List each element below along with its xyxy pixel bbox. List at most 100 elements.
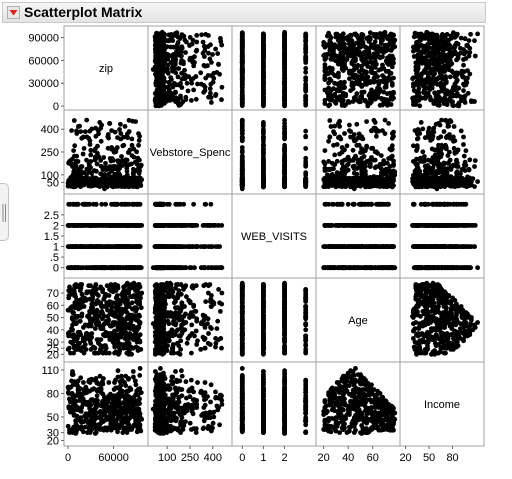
data-point [334,158,340,164]
data-point [389,135,395,141]
data-point [112,172,117,178]
data-point [388,156,394,162]
data-point [430,78,436,84]
data-point [239,181,245,187]
data-point [203,75,209,81]
data-point [322,44,328,50]
data-point [239,50,245,56]
data-point [411,172,416,178]
data-point [129,161,134,167]
data-point [130,265,136,271]
data-point [154,65,160,71]
data-point [98,223,104,228]
data-point [439,117,444,123]
data-point [303,163,309,169]
data-point [239,186,245,192]
data-point [282,70,287,76]
data-point [113,223,118,228]
data-point [322,76,328,82]
data-point [176,96,181,102]
data-point [326,71,331,76]
data-point [116,170,122,176]
red-triangle-menu-icon[interactable] [7,6,20,19]
data-point [425,184,430,190]
data-point [303,128,309,134]
data-point [79,135,85,141]
data-point [449,61,455,66]
data-point [118,265,124,271]
data-point [382,84,388,90]
side-panel-handle[interactable] [0,183,9,241]
data-point [75,201,80,207]
data-point [209,100,214,105]
data-point [303,146,309,151]
data-point [261,131,266,137]
data-point [359,155,365,161]
points-zip-vs-Age [321,29,398,109]
data-point [450,99,455,105]
data-point [201,63,207,68]
data-point [78,164,84,169]
data-point [282,88,287,94]
data-point [431,175,437,181]
data-point [376,85,382,91]
data-point [429,131,435,137]
data-point [84,265,90,271]
data-point [350,74,356,80]
data-point [363,56,368,61]
data-point [343,45,349,51]
data-point [303,94,309,99]
data-point [461,153,467,159]
data-point [261,164,266,169]
data-point [282,121,287,126]
data-point [388,182,394,187]
data-point [282,59,287,65]
data-point [358,53,363,58]
data-point [387,164,393,169]
data-point [129,142,135,148]
data-point [282,171,287,177]
data-point [431,48,437,54]
data-point [95,143,100,149]
data-point [206,50,211,56]
data-point [206,223,211,228]
data-point [462,100,468,105]
data-point [282,180,287,186]
data-point [174,33,179,38]
data-point [465,175,470,181]
data-point [367,161,373,167]
data-point [355,98,361,104]
data-point [137,180,143,186]
data-point [347,122,352,128]
data-point [420,149,426,155]
data-point [122,124,128,129]
data-point [173,53,178,59]
data-point [358,44,363,50]
data-point [342,147,347,153]
data-point [77,244,82,250]
data-point [444,172,450,178]
data-point [363,163,368,169]
data-point [282,49,287,55]
data-point [103,223,109,228]
data-point [441,129,447,134]
data-point [124,177,130,183]
data-point [178,101,184,106]
data-point [321,40,327,45]
data-point [153,35,158,41]
drag-handle-icon [2,204,6,222]
data-point [422,158,427,164]
data-point [214,70,220,75]
data-point [429,85,435,91]
data-point [327,102,333,108]
data-point [68,201,73,207]
data-point [71,148,76,154]
data-point [332,152,338,158]
data-point [372,71,378,77]
report-title[interactable]: Scatterplot Matrix [24,4,143,20]
data-point [447,49,453,55]
data-point [218,39,224,44]
data-point [261,81,266,87]
data-point [463,56,469,61]
data-point [208,201,214,207]
